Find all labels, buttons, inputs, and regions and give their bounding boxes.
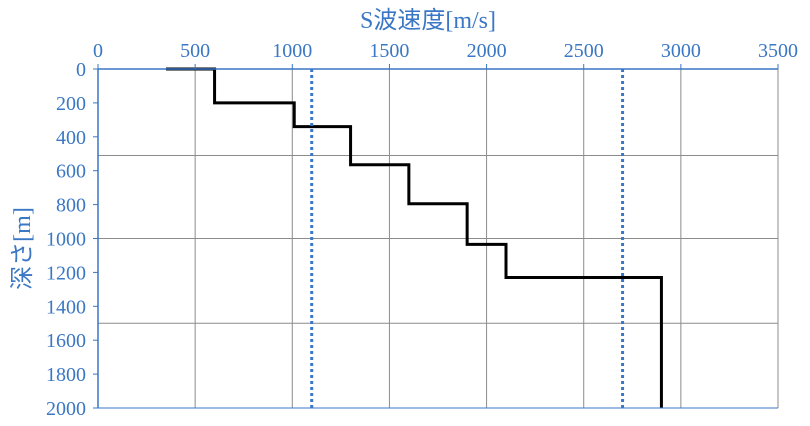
y-tick-label: 1600 [46,330,86,352]
x-tick-label: 2500 [564,40,604,62]
x-tick-label: 1500 [369,40,409,62]
y-tick-label: 800 [56,195,86,217]
velocity-profile-line [166,67,663,408]
y-tick-label: 1800 [46,364,86,386]
x-tick-label: 2000 [467,40,507,62]
axes [93,64,779,409]
x-axis-title: S波速度[m/s] [360,7,496,34]
y-tick-label: 1000 [46,229,86,251]
y-tick-labels: 0 200 400 600 800 1000 1200 1400 1600 1800 2000 [46,59,86,420]
x-tick-labels: 0 500 1000 1500 2000 2500 3000 3500 [93,40,798,62]
x-tick-label: 0 [93,40,103,62]
x-tick-label: 1000 [272,40,312,62]
x-tick-label: 3000 [661,40,701,62]
plot-series [166,67,663,408]
y-axis-title: 深さ[m] [9,207,36,290]
x-tick-label: 3500 [758,40,798,62]
y-tick-label: 0 [76,59,86,81]
y-tick-label: 1400 [46,296,86,318]
y-tick-label: 600 [56,161,86,183]
y-tick-label: 2000 [46,398,86,420]
y-tick-label: 400 [56,127,86,149]
y-tick-label: 200 [56,93,86,115]
y-tick-label: 1200 [46,262,86,284]
grid [98,69,779,408]
x-tick-label: 500 [180,40,210,62]
